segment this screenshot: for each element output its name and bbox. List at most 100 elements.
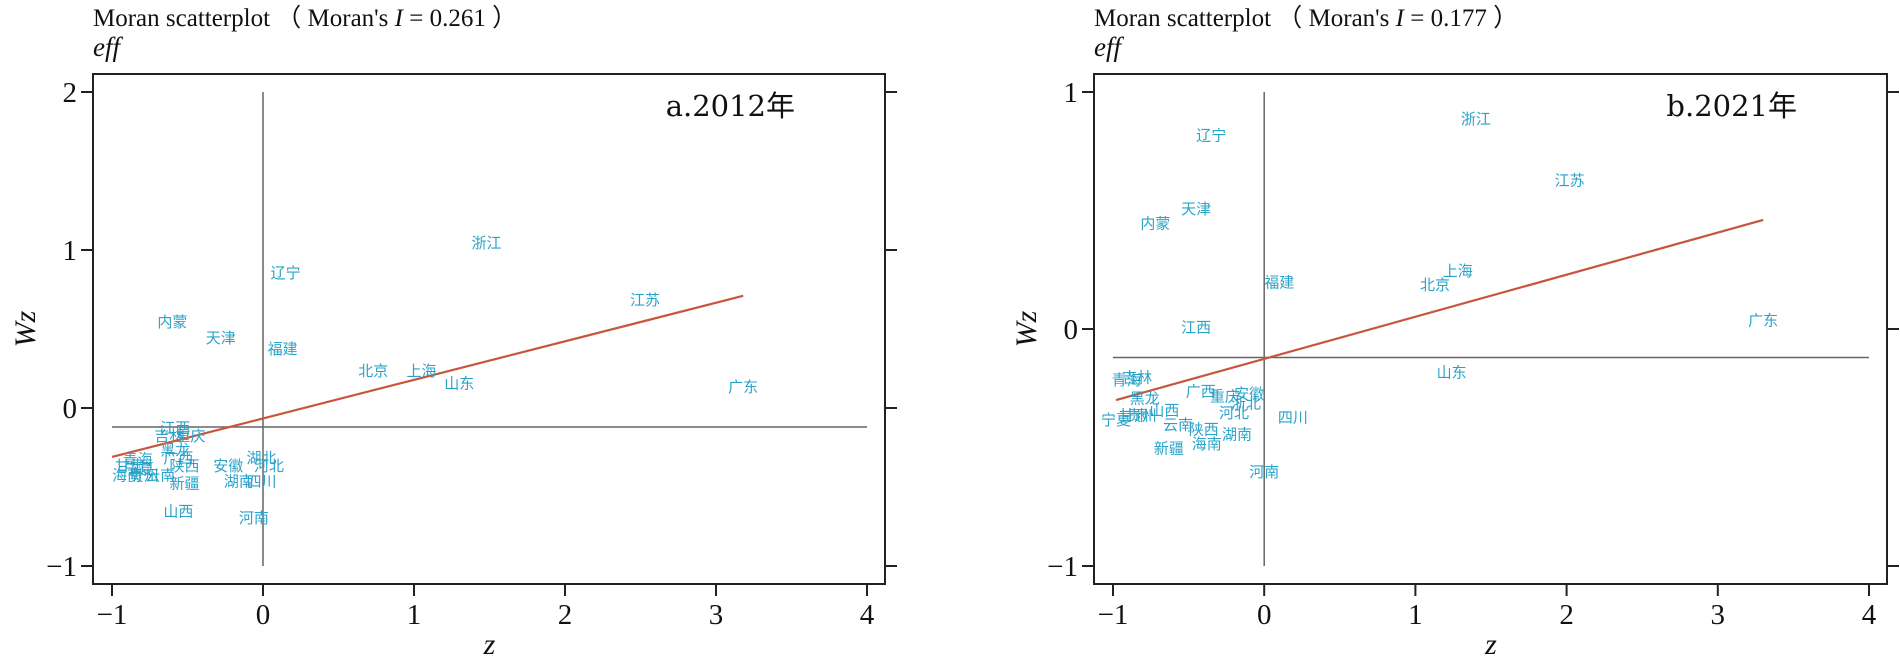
x-tick-label: 2 — [558, 599, 573, 631]
chart-title: Moran scatterplot （ Moran's I = 0.261 ） — [93, 4, 517, 32]
x-tick-label: 0 — [256, 599, 271, 631]
scatter-point-label: 青海 — [123, 451, 153, 469]
chart-title-stat-value: = 0.177 ） — [1404, 4, 1518, 32]
scatter-point-label: 甘肃 — [115, 457, 145, 475]
scatter-point-label: 广西 — [1186, 383, 1216, 401]
scatter-point-label: 福建 — [268, 340, 298, 358]
y-tick-label: −1 — [1047, 551, 1078, 583]
scatter-point-label: 内蒙 — [1140, 214, 1170, 232]
scatter-point-label: 宁夏 — [1101, 411, 1131, 429]
y-axis-label: Wz — [9, 310, 42, 347]
scatter-point-label: 四川 — [246, 473, 276, 491]
x-tick-label: −1 — [1098, 599, 1129, 631]
x-tick-label: 3 — [709, 599, 724, 631]
scatter-point-label: 山东 — [1437, 364, 1467, 382]
scatter-point-label: 浙江 — [1461, 110, 1491, 128]
x-axis-label: z — [483, 628, 496, 661]
scatter-point-label: 云南 — [145, 466, 175, 484]
scatter-point-label: 浙江 — [471, 234, 501, 252]
x-tick-label: 1 — [407, 599, 422, 631]
y-tick-label: 2 — [63, 77, 78, 109]
scatter-point-label: 陕西 — [1189, 421, 1219, 439]
chart-title-stat-symbol: I — [1395, 5, 1406, 32]
chart-title-stat-symbol: I — [394, 5, 405, 32]
scatter-point-label: 云南 — [1163, 416, 1193, 434]
panel-label: a.2012年 — [666, 89, 795, 123]
scatter-point-label: 青海 — [1112, 371, 1142, 389]
scatter-point-label: 浙北 — [1231, 394, 1261, 412]
scatter-point-label: 江西 — [1181, 319, 1211, 337]
scatter-point-label: 福建 — [1264, 274, 1294, 292]
scatter-point-label: 广西 — [163, 449, 193, 467]
x-tick-label: 2 — [1559, 599, 1574, 631]
scatter-point-label: 海南 — [1192, 435, 1222, 453]
scatter-point-label: 湖北 — [246, 449, 276, 467]
x-tick-label: 1 — [1408, 599, 1423, 631]
chart-title-text: Moran scatterplot （ Moran's — [93, 4, 395, 32]
scatter-point-label: 甘肃 — [1119, 406, 1149, 424]
scatter-point-label: 辽宁 — [1196, 127, 1226, 145]
scatter-point-label: 四川 — [1278, 409, 1308, 427]
scatter-point-label: 上海 — [1443, 262, 1473, 280]
x-tick-label: 4 — [860, 599, 875, 631]
scatter-point-label: 黑龙 — [1130, 390, 1160, 408]
scatter-point-label: 广东 — [1748, 312, 1778, 330]
scatter-point-label: 天津 — [1181, 200, 1211, 218]
scatter-point-label: 吉林 — [1122, 368, 1152, 386]
scatter-point-label: 海南 — [112, 466, 142, 484]
scatter-point-label: 上海 — [407, 362, 437, 380]
variable-label: eff — [93, 32, 123, 62]
scatter-point-label: 河南 — [239, 509, 269, 527]
chart-title-stat-value: = 0.261 ） — [403, 4, 517, 32]
scatter-point-label: 安徽 — [1234, 385, 1264, 403]
scatter-point-label: 重庆 — [176, 427, 206, 445]
scatter-point-label: 贵州 — [129, 466, 159, 484]
variable-label: eff — [1094, 32, 1124, 62]
x-tick-label: 4 — [1862, 599, 1877, 631]
y-axis-label: Wz — [1010, 310, 1043, 347]
chart-title: Moran scatterplot （ Moran's I = 0.177 ） — [1094, 4, 1518, 32]
y-tick-label: 1 — [1064, 77, 1079, 109]
x-axis-label: z — [1484, 628, 1497, 661]
scatter-point-label: 辽宁 — [271, 264, 301, 282]
chart-panel-1: Moran scatterplot （ Moran's I = 0.261 ）e… — [9, 4, 897, 661]
x-tick-label: 3 — [1711, 599, 1726, 631]
scatter-point-label: 河南 — [1249, 463, 1279, 481]
scatter-point-label: 河北 — [1219, 404, 1249, 422]
scatter-point-label: 宁夏 — [124, 460, 154, 478]
scatter-point-label: 湖南 — [1222, 425, 1252, 443]
scatter-point-label: 湖南 — [224, 473, 254, 491]
panel-label: b.2021年 — [1666, 89, 1797, 123]
scatter-point-label: 内蒙 — [157, 313, 187, 331]
scatter-point-label: 江西 — [160, 419, 190, 437]
y-tick-label: −1 — [46, 551, 77, 583]
chart-title-text: Moran scatterplot （ Moran's — [1094, 4, 1396, 32]
scatter-point-label: 北京 — [358, 362, 388, 380]
x-tick-label: −1 — [97, 599, 128, 631]
chart-panel-2: Moran scatterplot （ Moran's I = 0.177 ）e… — [1010, 4, 1899, 661]
scatter-point-label: 贵州 — [1127, 406, 1157, 424]
scatter-point-label: 江苏 — [630, 291, 660, 309]
scatter-point-label: 天津 — [206, 329, 236, 347]
scatter-point-label: 黑龙 — [160, 441, 190, 459]
y-tick-label: 1 — [63, 235, 78, 267]
scatter-point-label: 江苏 — [1555, 172, 1585, 190]
scatter-point-label: 吉林 — [154, 427, 184, 445]
scatter-point-label: 广东 — [728, 378, 758, 396]
scatter-point-label: 新疆 — [169, 474, 199, 492]
scatter-point-label: 山西 — [163, 503, 193, 521]
y-tick-label: 0 — [63, 393, 78, 425]
scatter-point-label: 山西 — [1149, 402, 1179, 420]
regression-fit-line — [1115, 218, 1764, 402]
scatter-point-label: 陕西 — [169, 457, 199, 475]
scatter-point-label: 山东 — [444, 375, 474, 393]
regression-fit-line — [111, 294, 744, 459]
scatter-point-label: 安徽 — [213, 457, 243, 475]
scatter-point-label: 河北 — [254, 457, 284, 475]
y-tick-label: 0 — [1064, 314, 1079, 346]
scatter-point-label: 北京 — [1420, 276, 1450, 294]
plot-frame — [92, 73, 886, 585]
scatter-point-label: 新疆 — [1154, 440, 1184, 458]
scatter-point-label: 重庆 — [1210, 387, 1240, 405]
